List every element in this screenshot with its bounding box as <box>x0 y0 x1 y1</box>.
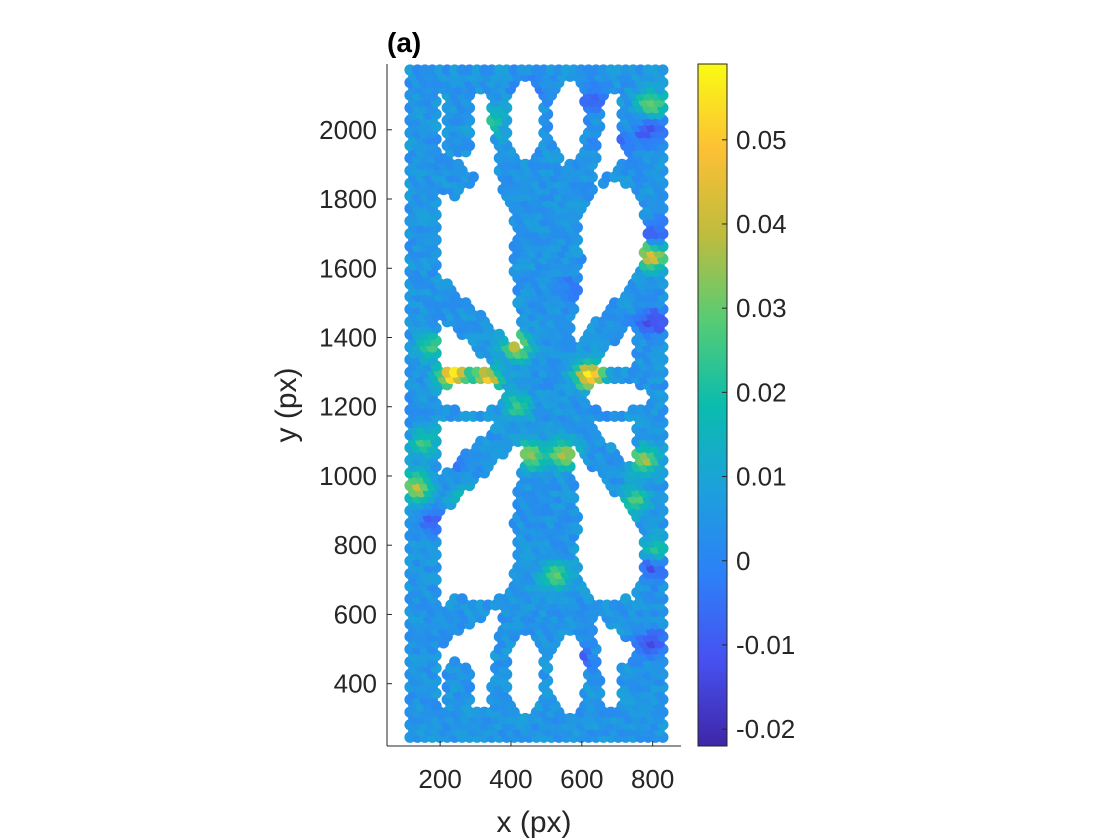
y-tick-label: 800 <box>334 530 377 560</box>
strain-point <box>460 297 472 309</box>
y-tick-label: 1000 <box>319 461 377 491</box>
strain-point <box>456 593 468 605</box>
y-tick-label: 600 <box>334 599 377 629</box>
strain-point <box>605 442 617 454</box>
colorbar-tick-label: 0.04 <box>736 209 787 239</box>
strain-point <box>452 158 464 170</box>
strain-point <box>493 328 505 340</box>
colorbar-tick-label: 0 <box>736 546 750 576</box>
y-tick-label: 1200 <box>319 392 377 422</box>
colorbar-tick-label: 0.03 <box>736 293 787 323</box>
x-tick-label: 600 <box>560 764 603 794</box>
plot-axes <box>386 64 681 747</box>
x-tick-label: 200 <box>418 764 461 794</box>
panel-label: (a) <box>387 27 421 58</box>
strain-point <box>467 171 479 183</box>
strain-point <box>441 278 453 290</box>
y-tick-label: 2000 <box>319 115 377 145</box>
y-tick-label: 1600 <box>319 253 377 283</box>
strain-point <box>620 593 632 605</box>
colorbar-tick-label: 0.02 <box>736 377 787 407</box>
strain-point <box>449 404 461 416</box>
strain-point <box>475 309 487 322</box>
x-axis-label: x (px) <box>497 806 572 839</box>
x-tick-label: 800 <box>631 764 674 794</box>
strain-point <box>460 662 472 674</box>
x-ticks: 200 400 600 800 <box>418 741 674 794</box>
colorbar-gradient <box>697 63 728 747</box>
x-tick-label: 400 <box>489 764 532 794</box>
y-ticks: 400 600 800 1000 1200 1400 1600 1800 2000 <box>319 115 392 699</box>
colorbar: -0.02 -0.01 0 0.01 0.02 0.03 0.04 0.05 <box>697 63 795 747</box>
colorbar-tick-label: -0.02 <box>736 714 795 744</box>
strain-point <box>449 656 461 668</box>
strain-point <box>657 64 669 76</box>
y-tick-label: 1800 <box>319 184 377 214</box>
colorbar-ticks: -0.02 -0.01 0 0.01 0.02 0.03 0.04 0.05 <box>722 125 795 744</box>
y-tick-label: 400 <box>334 669 377 699</box>
y-tick-label: 1400 <box>319 322 377 352</box>
strain-point <box>590 404 602 416</box>
strain-point <box>508 341 520 353</box>
colorbar-tick-label: 0.05 <box>736 125 787 155</box>
colorbar-tick-label: 0.01 <box>736 462 787 492</box>
colorbar-tick-label: -0.01 <box>736 630 795 660</box>
y-axis-label: y (px) <box>270 368 303 443</box>
strain-markers <box>404 64 669 743</box>
